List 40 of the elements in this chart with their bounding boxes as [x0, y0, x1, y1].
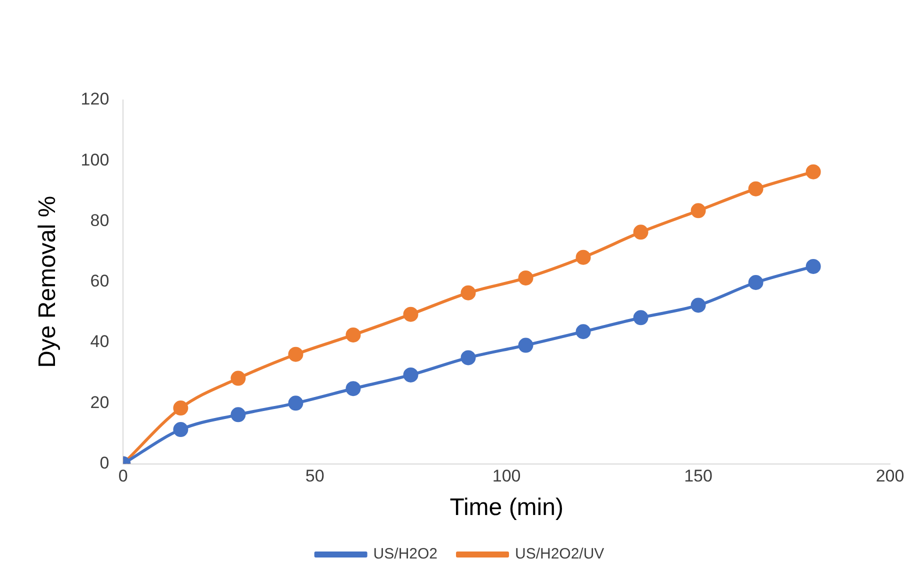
point [230, 407, 246, 422]
point [690, 203, 706, 218]
point [518, 270, 534, 286]
point [518, 338, 534, 353]
y-axis-title: Dye Removal % [34, 196, 62, 368]
point [173, 422, 188, 438]
point [403, 306, 418, 322]
x-tick-label: 100 [492, 466, 521, 486]
point [460, 285, 476, 300]
point [748, 181, 764, 196]
point [460, 350, 476, 366]
point [633, 224, 648, 240]
point [690, 298, 706, 313]
point [748, 275, 764, 290]
point [346, 381, 361, 396]
point [806, 258, 821, 274]
point [576, 324, 591, 340]
y-tick-label: 0 [100, 453, 110, 472]
y-tick-label: 80 [90, 210, 110, 230]
x-axis-title: Time (min) [450, 494, 564, 522]
point [230, 370, 246, 386]
y-tick-label: 100 [80, 150, 110, 170]
point [288, 346, 304, 362]
point [576, 250, 591, 265]
x-tick-label: 0 [118, 466, 128, 486]
point [288, 396, 304, 411]
y-tick-label: 20 [90, 392, 110, 412]
x-tick-label: 50 [305, 466, 324, 486]
legend-label: US/H2O2/UV [515, 546, 604, 563]
legend-label: US/H2O2 [373, 546, 438, 563]
x-tick-label: 200 [876, 466, 904, 486]
point [806, 164, 821, 180]
point [403, 367, 418, 382]
y-tick-label: 40 [90, 332, 110, 352]
y-tick-label: 60 [90, 272, 110, 291]
point [173, 400, 188, 416]
point [346, 327, 361, 342]
point [633, 310, 648, 326]
x-tick-label: 150 [684, 466, 712, 486]
y-tick-label: 120 [80, 90, 110, 109]
